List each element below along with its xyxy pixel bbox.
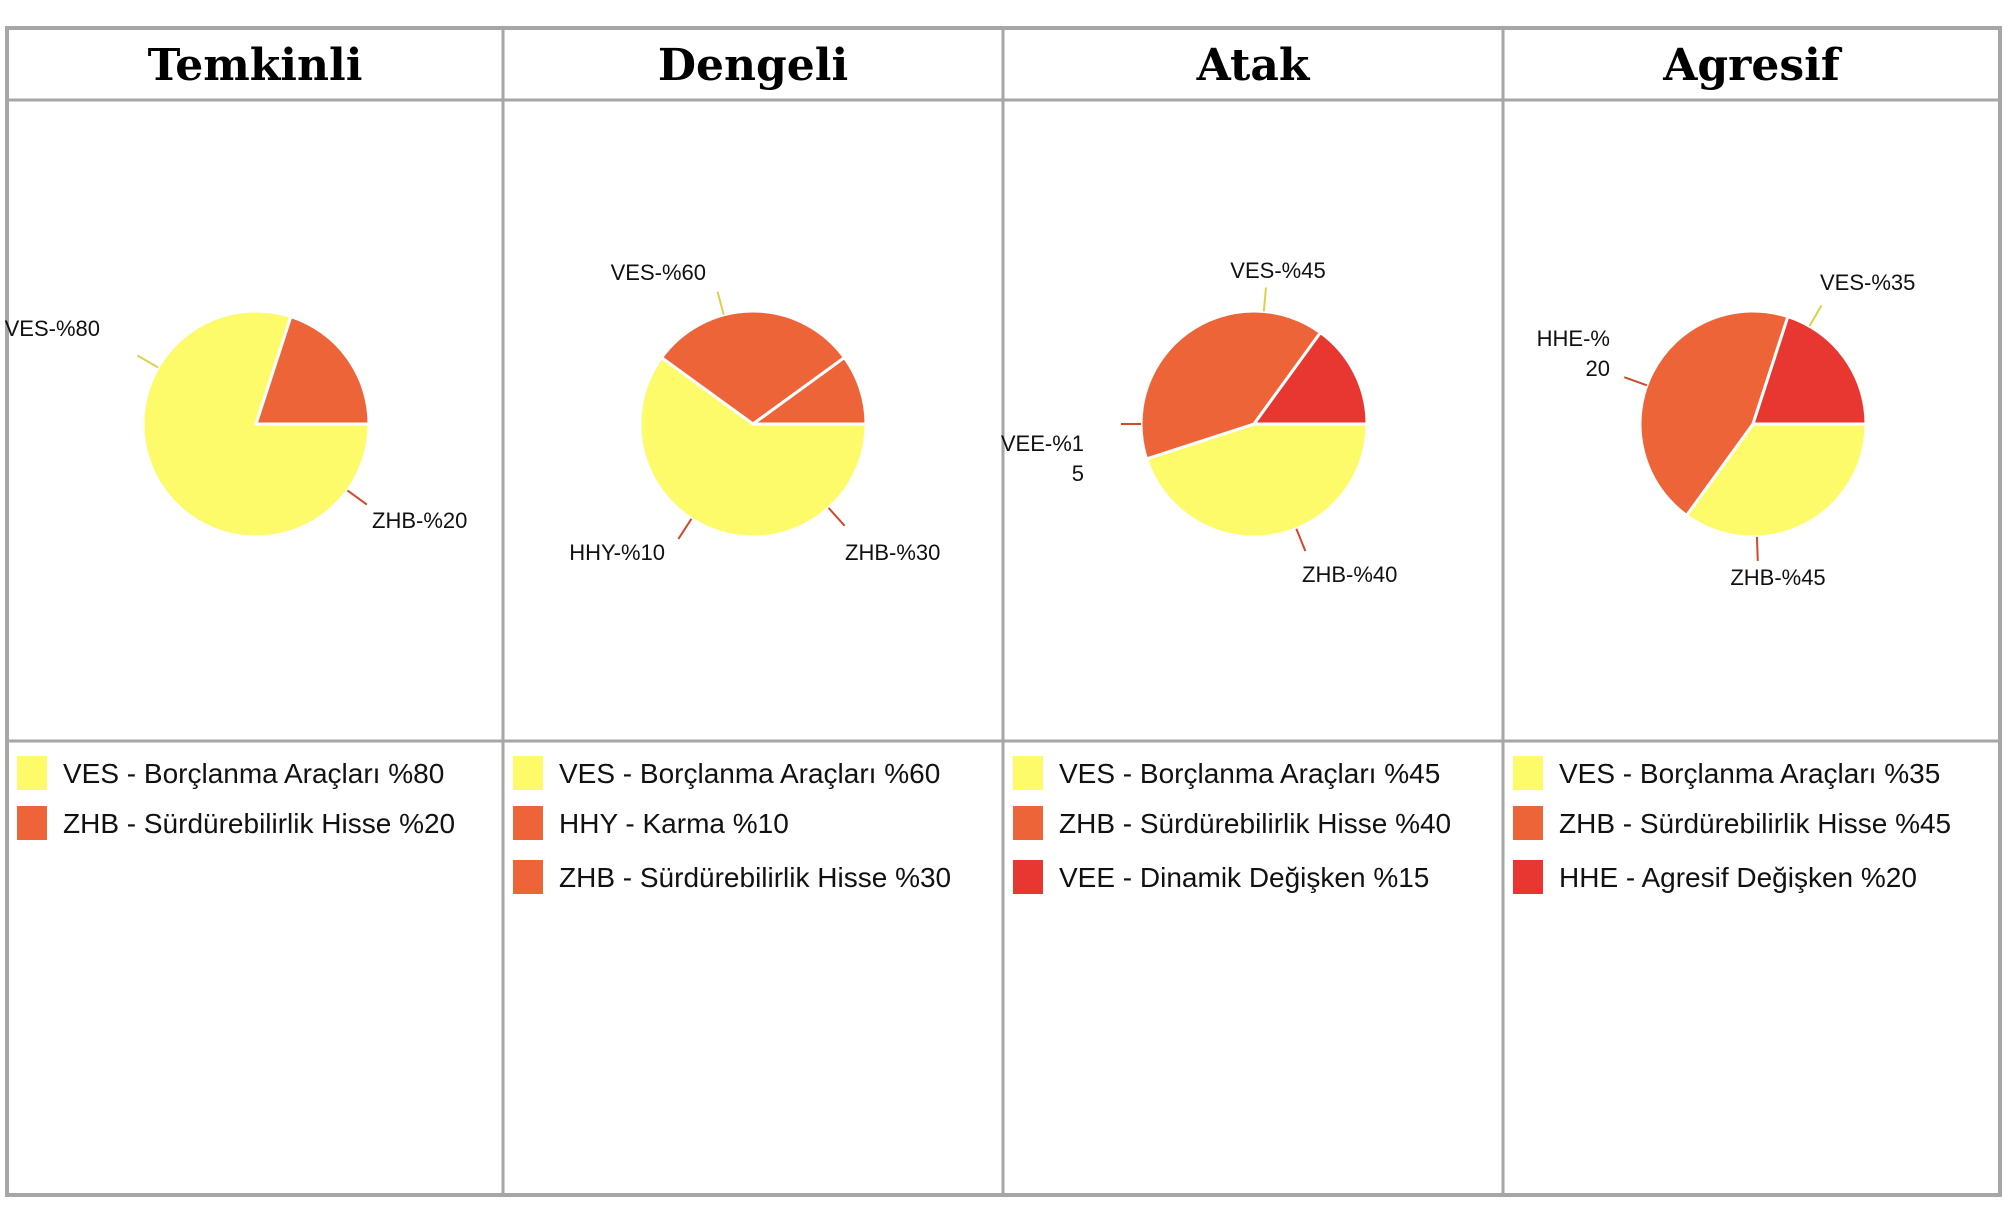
pie-chart-atak: Atak VES-%45 VEE-%1 5 ZHB-%40 VES - Borçlanma… (1001, 40, 1451, 894)
slice-leader-line (1295, 528, 1307, 552)
legend-swatch-zhb (513, 860, 543, 894)
slice-leader-line (1808, 304, 1823, 327)
legend-item-ves: VES - Borçlanma Araçları %35 (1559, 758, 1940, 789)
slice-leader-line (136, 354, 159, 369)
pie-chart-agresif: Agresif VES-%35 HHE-% 20 ZHB-%45 VES - Borçla… (1513, 40, 1951, 894)
slice-label-hhe: HHE-% (1537, 326, 1610, 351)
slice-label-zhb: ZHB-%30 (845, 540, 940, 565)
legend-swatch-zhb (17, 806, 47, 840)
pie-slice-vee (1252, 331, 1369, 426)
legend-item-ves: VES - Borçlanma Araçları %45 (1059, 758, 1440, 789)
pie-slice-ves (141, 309, 371, 539)
pie-slice-zhb (660, 309, 846, 426)
pie-slice-ves (1145, 422, 1369, 539)
slice-label-vee: 5 (1072, 461, 1084, 486)
slice-leader-line (827, 507, 846, 527)
legend-item-ves: VES - Borçlanma Araçları %60 (559, 758, 940, 789)
pie-slice-ves (638, 356, 868, 539)
slice-label-ves: VES-%45 (1230, 258, 1325, 283)
slice-label-hhe: 20 (1586, 356, 1610, 381)
legend-swatch-ves (513, 756, 543, 790)
legend-swatch-hhy (513, 806, 543, 840)
legend-item-vee: VEE - Dinamik Değişken %15 (1059, 862, 1429, 893)
legend-swatch-ves (17, 756, 47, 790)
slice-label-zhb: ZHB-%40 (1302, 562, 1397, 587)
legend-swatch-ves (1013, 756, 1043, 790)
legend-swatch-zhb (1513, 806, 1543, 840)
slice-leader-line (1623, 376, 1648, 387)
legend-item-ves: VES - Borçlanma Araçları %80 (63, 758, 444, 789)
slice-label-zhb: ZHB-%20 (372, 508, 467, 533)
slice-label-vee: VEE-%1 (1001, 431, 1084, 456)
slice-leader-line (716, 291, 725, 316)
legend-swatch-hhe (1513, 860, 1543, 894)
pie-chart-dengeli: Dengeli VES-%60 HHY-%10 ZHB-%30 VES - Borçla… (513, 40, 951, 894)
slice-leader-line (677, 518, 693, 540)
slice-label-hhy: HHY-%10 (569, 540, 665, 565)
pie-slice-zhb (1638, 309, 1790, 517)
legend-item-zhb: ZHB - Sürdürebilirlik Hisse %20 (63, 808, 455, 839)
column-title: Dengeli (658, 40, 848, 91)
slice-leader-line (1262, 287, 1267, 312)
column-title: Temkinli (148, 40, 363, 91)
slice-label-zhb: ZHB-%45 (1730, 565, 1825, 590)
pie-slice-hhy (751, 356, 868, 426)
legend-item-hhe: HHE - Agresif Değişken %20 (1559, 862, 1917, 893)
column-title: Atak (1196, 40, 1311, 91)
slice-label-ves: VES-%35 (1820, 270, 1915, 295)
legend-item-hhy: HHY - Karma %10 (559, 808, 789, 839)
pie-slice-ves (1685, 422, 1868, 539)
legend-swatch-ves (1513, 756, 1543, 790)
pie-slice-zhb (254, 315, 371, 426)
legend-swatch-zhb (1013, 806, 1043, 840)
slice-leader-line (346, 489, 368, 506)
pie-chart-temkinli: Temkinli VES-%80 ZHB-%20 VES - Borçlanma Ar… (5, 40, 467, 840)
pie-slice-hhe (1751, 315, 1868, 426)
legend-item-zhb: ZHB - Sürdürebilirlik Hisse %40 (1059, 808, 1451, 839)
slice-leader-line (1755, 536, 1759, 561)
legend-item-zhb: ZHB - Sürdürebilirlik Hisse %30 (559, 862, 951, 893)
legend-item-zhb: ZHB - Sürdürebilirlik Hisse %45 (1559, 808, 1951, 839)
legend-swatch-vee (1013, 860, 1043, 894)
pie-slice-zhb (1139, 309, 1322, 461)
slice-label-ves: VES-%80 (5, 316, 100, 341)
column-title: Agresif (1662, 40, 1843, 91)
slice-label-ves: VES-%60 (611, 260, 706, 285)
